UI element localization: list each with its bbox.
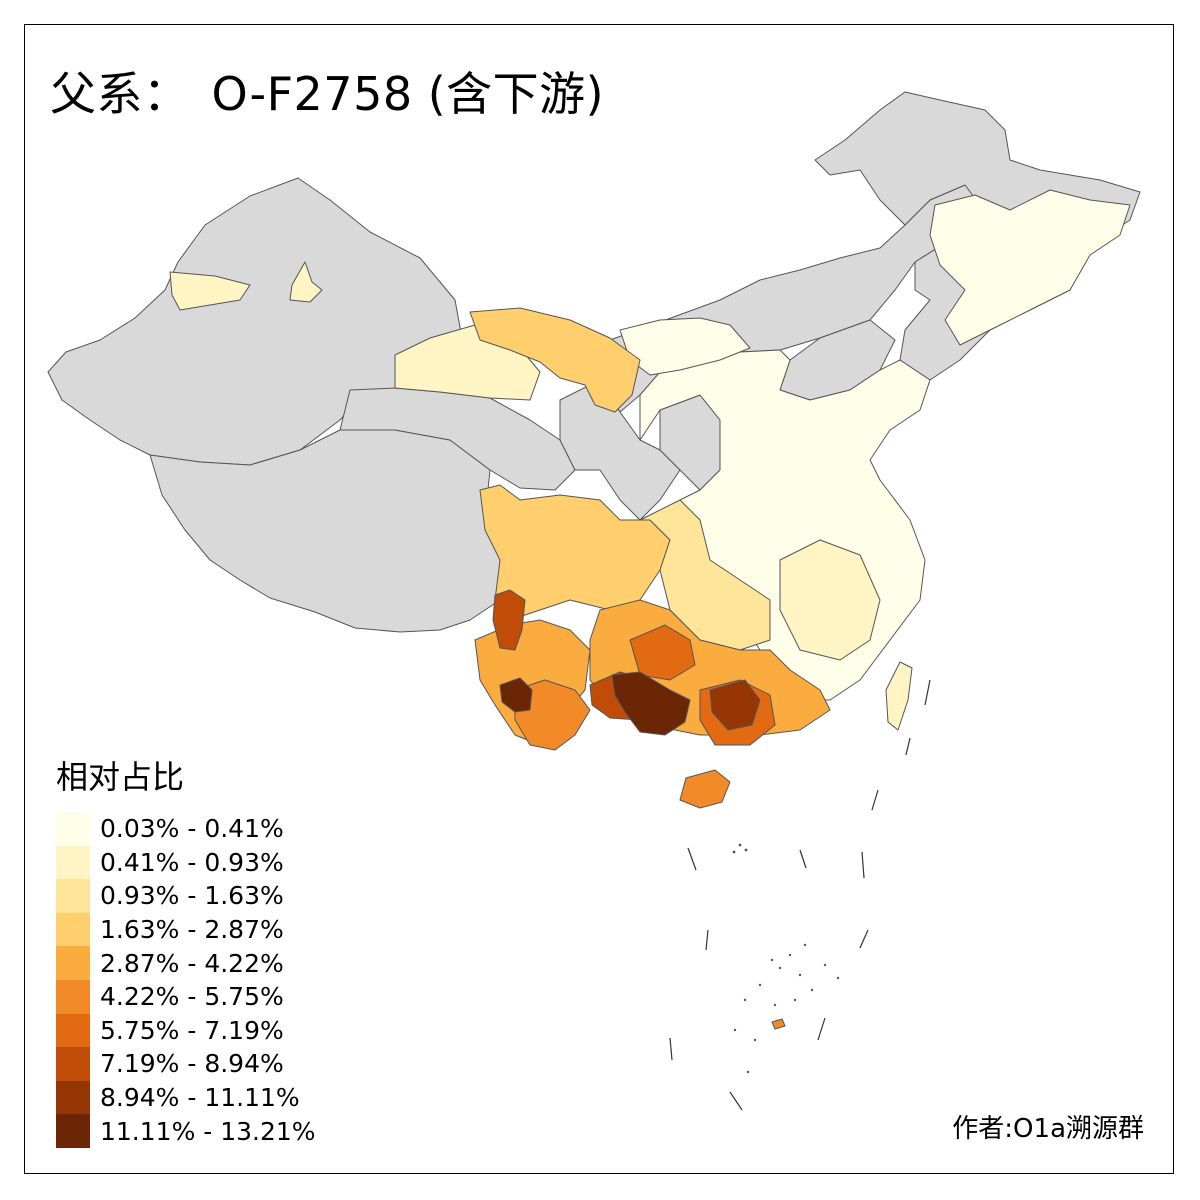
legend-label: 4.22% - 5.75% [100,982,284,1012]
region-taiwan [885,661,913,731]
legend-item: 5.75% - 7.19% [56,1013,316,1048]
south-china-sea-islands [732,843,840,1074]
region-mongolia-east-pale [619,317,751,376]
legend-item: 0.41% - 0.93% [56,845,316,880]
region-tibet [149,429,506,633]
legend-item: 11.11% - 13.21% [56,1114,316,1148]
region-east-light [779,539,881,661]
region-guangdong-central [709,679,761,731]
region-gansu-corridor [469,307,641,413]
legend-swatch [56,979,90,1014]
legend-items: 0.03% - 0.41% 0.41% - 0.93% 0.93% - 1.63% 1… [56,812,316,1148]
legend-item: 8.94% - 11.11% [56,1080,316,1115]
legend-label: 0.93% - 1.63% [100,881,284,911]
legend-swatch [56,812,90,846]
legend-swatch [56,879,90,913]
legend-swatch [56,845,90,880]
legend-swatch [56,912,90,947]
south-china-sea-marks [669,679,931,1111]
legend-swatch [56,1047,90,1081]
region-scs-island [771,1018,786,1030]
legend-label: 0.03% - 0.41% [100,814,284,844]
legend-item: 4.22% - 5.75% [56,979,316,1014]
legend-label: 0.41% - 0.93% [100,847,284,877]
region-sichuan [479,484,671,621]
legend-swatch [56,1080,90,1115]
legend-item: 1.63% - 2.87% [56,912,316,947]
region-yunnan-southwest [499,677,533,713]
title-label: 父系： [50,67,190,121]
legend-item: 2.87% - 4.22% [56,946,316,980]
region-yunnan-south [514,679,591,751]
legend-item: 0.03% - 0.41% [56,812,316,846]
map-title: 父系： O-F2758 (含下游) [50,58,604,124]
legend-label: 5.75% - 7.19% [100,1015,284,1045]
legend-label: 2.87% - 4.22% [100,948,284,978]
region-gansu-ningxia [559,379,681,521]
legend-item: 0.93% - 1.63% [56,879,316,913]
region-hainan [679,769,731,809]
legend-label: 1.63% - 2.87% [100,915,284,945]
legend-swatch [56,1114,90,1148]
legend-swatch [56,1013,90,1048]
region-northeast-pale [929,189,1131,346]
legend-label: 11.11% - 13.21% [100,1116,316,1146]
legend-item: 7.19% - 8.94% [56,1047,316,1081]
region-yunnan-northwest [492,589,526,651]
region-xinjiang-north-b [289,261,323,303]
legend-title: 相对占比 [56,758,185,796]
legend-label: 8.94% - 11.11% [100,1083,300,1113]
title-haplogroup: O-F2758 (含下游) [211,67,605,121]
region-xinjiang-north-a [169,271,251,311]
region-guangxi-south [611,671,691,736]
map-legend: 相对占比 0.03% - 0.41% 0.41% - 0.93% 0.93% - 1… [56,752,316,1148]
author-credit: 作者:O1a溯源群 [952,1114,1144,1144]
legend-label: 7.19% - 8.94% [100,1049,284,1079]
legend-swatch [56,946,90,980]
